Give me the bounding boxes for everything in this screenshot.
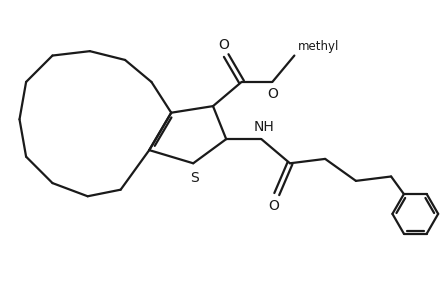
Text: O: O xyxy=(268,199,279,213)
Text: NH: NH xyxy=(253,120,274,134)
Text: O: O xyxy=(267,87,278,101)
Text: methyl: methyl xyxy=(298,40,339,53)
Text: S: S xyxy=(190,171,199,185)
Text: O: O xyxy=(219,38,229,52)
